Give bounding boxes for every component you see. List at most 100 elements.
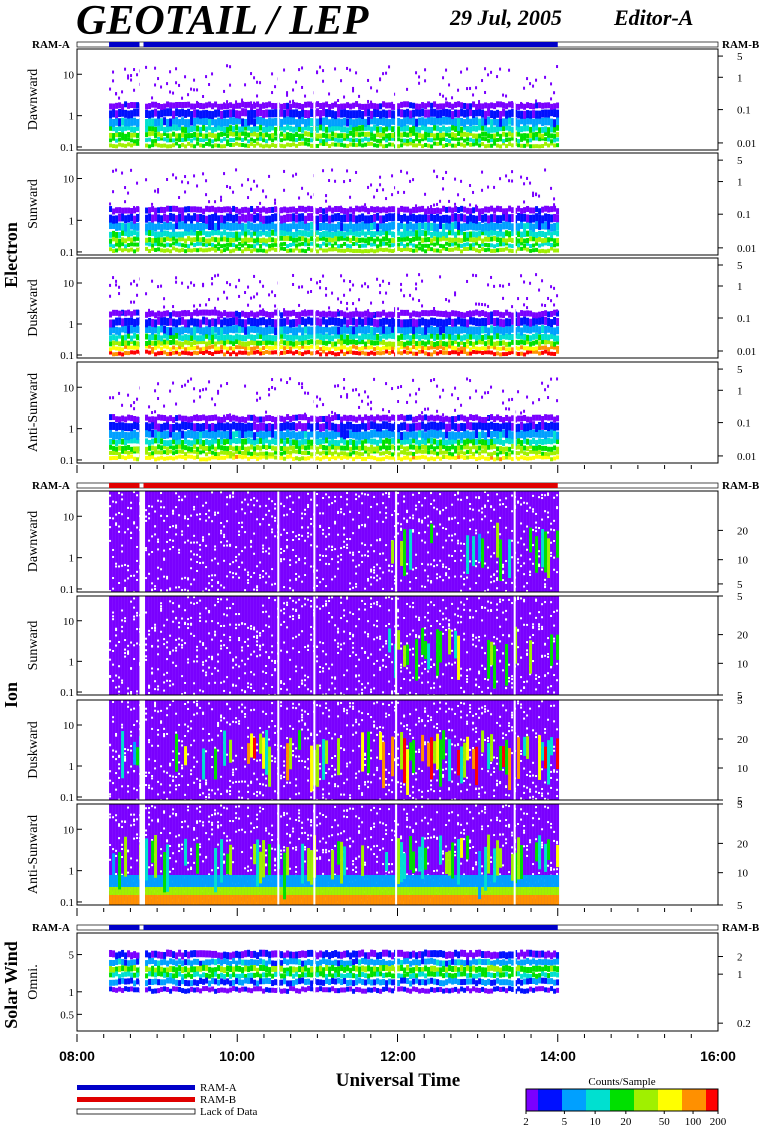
spectrogram-cell xyxy=(382,188,385,192)
spectrogram-cell xyxy=(403,131,407,137)
spectrogram-cell xyxy=(403,101,407,108)
spectrogram-cell xyxy=(517,430,521,439)
spectrogram-cell xyxy=(343,293,346,297)
spectrogram-cell xyxy=(520,175,523,179)
spectrogram-cell xyxy=(373,438,377,445)
spectrogram-cell xyxy=(208,117,212,126)
spectrogram-cell xyxy=(157,102,161,109)
spectrogram-cell xyxy=(520,449,524,454)
spectrogram-cell xyxy=(520,310,524,317)
spectrogram-cell xyxy=(115,248,119,253)
spectrogram-cell xyxy=(427,214,431,223)
spectrogram-cell xyxy=(247,213,251,222)
spectrogram-cell xyxy=(316,431,320,440)
spectrogram-cell xyxy=(463,415,466,419)
spectrogram-cell xyxy=(154,416,158,423)
spectrogram-cell xyxy=(376,126,380,133)
spectrogram-cell xyxy=(508,101,512,108)
spectrogram-cell xyxy=(286,248,290,253)
spectrogram-cell xyxy=(280,143,284,148)
spectrogram-cell xyxy=(508,131,512,137)
spectrogram-cell xyxy=(289,100,292,104)
spectrogram-cell xyxy=(391,341,395,347)
spectrogram-cell xyxy=(475,326,479,335)
spectrogram-cell xyxy=(406,236,410,242)
spectrogram-cell xyxy=(532,144,536,149)
spectrogram-cell xyxy=(127,110,131,119)
spectrogram-cell xyxy=(250,213,254,222)
spectrogram-cell xyxy=(211,397,214,401)
spectrogram-cell xyxy=(349,221,353,230)
spectrogram-cell xyxy=(244,326,248,335)
spectrogram-cell xyxy=(385,414,389,421)
spectrogram-cell xyxy=(202,457,206,462)
spectrogram-cell xyxy=(172,333,176,340)
y-tick-label-right: 0.1 xyxy=(737,313,751,325)
spectrogram-cell xyxy=(475,449,479,454)
spectrogram-cell xyxy=(355,351,359,356)
spectrogram-cell xyxy=(427,247,431,252)
spectrogram-cell xyxy=(193,223,197,232)
spectrogram-cell xyxy=(244,124,248,131)
spectrogram-cell xyxy=(367,241,371,246)
spectrogram-cell xyxy=(469,326,473,335)
spectrogram-cell xyxy=(367,208,370,212)
spectrogram-cell xyxy=(118,317,122,326)
spectrogram-cell xyxy=(220,312,223,316)
spectrogram-cell xyxy=(289,334,293,341)
spectrogram-cell xyxy=(517,103,520,107)
spectrogram-cell xyxy=(163,213,167,222)
spectrogram-cell xyxy=(337,244,341,249)
spectrogram-cell xyxy=(280,378,283,382)
spectrogram-cell xyxy=(310,195,313,199)
spectrogram-cell xyxy=(415,341,419,347)
spectrogram-cell xyxy=(469,414,473,421)
spectrogram-cell xyxy=(346,110,350,119)
spectrogram-cell xyxy=(526,395,529,399)
spectrogram-cell xyxy=(220,349,224,354)
spectrogram-cell xyxy=(328,126,332,133)
spectrogram-cell xyxy=(274,238,278,244)
spectrogram-cell xyxy=(118,118,122,127)
spectrogram-cell xyxy=(304,118,308,127)
spectrogram-cell xyxy=(340,222,344,231)
spectrogram-cell xyxy=(370,400,373,404)
spectrogram-cell xyxy=(283,206,287,213)
spectrogram-cell xyxy=(457,455,461,460)
spectrogram-cell xyxy=(409,230,413,237)
spectrogram-cell xyxy=(184,438,188,445)
spectrogram-cell xyxy=(121,347,125,352)
spectrogram-cell xyxy=(199,444,203,450)
spectrogram-cell xyxy=(208,222,212,231)
spectrogram-cell xyxy=(526,238,530,244)
spectrogram-cell xyxy=(280,124,284,131)
spectrogram-cell xyxy=(460,450,464,455)
spectrogram-cell xyxy=(469,422,473,431)
spectrogram-cell xyxy=(199,222,203,231)
ram-a-label-solar-wind: RAM-A xyxy=(32,922,70,934)
spectrogram-cell xyxy=(283,318,287,327)
spectrogram-cell xyxy=(388,124,392,131)
spectrogram-cell xyxy=(172,350,176,355)
spectrogram-cell xyxy=(478,445,482,451)
spectrogram-cell xyxy=(415,204,418,208)
spectrogram-cell xyxy=(283,340,287,346)
spectrogram-cell xyxy=(538,236,542,242)
spectrogram-cell xyxy=(310,439,314,446)
spectrogram-cell xyxy=(241,438,245,445)
spectrogram-cell xyxy=(376,236,380,242)
spectrogram-cell xyxy=(541,117,545,126)
spectrogram-cell xyxy=(211,309,215,316)
spectrogram-cell xyxy=(133,126,137,133)
spectrogram-cell xyxy=(541,221,545,230)
spectrogram-cell xyxy=(547,102,551,109)
spectrogram-cell xyxy=(247,139,251,144)
spectrogram-cell xyxy=(430,231,434,238)
spectrogram-cell xyxy=(235,131,239,137)
spectrogram-cell xyxy=(445,221,449,230)
spectrogram-cell xyxy=(112,445,116,451)
spectrogram-cell xyxy=(463,341,467,347)
spectrogram-cell xyxy=(517,456,521,461)
spectrogram-cell xyxy=(163,243,167,248)
spectrogram-cell xyxy=(301,186,304,190)
